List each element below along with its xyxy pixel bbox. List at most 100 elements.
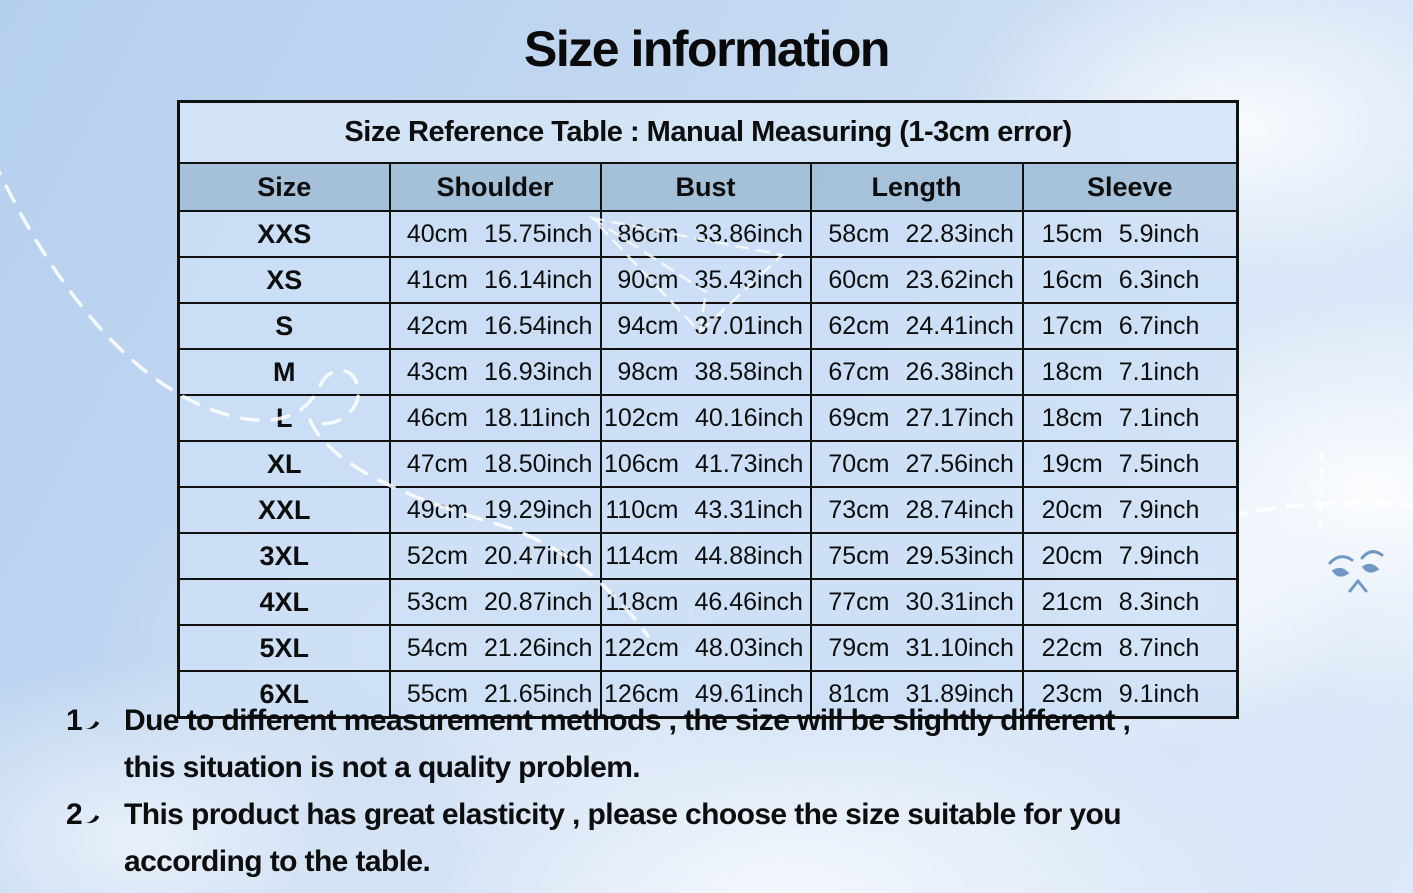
table-row: L 46cm 18.11inch 102cm 40.16inch 69cm 27.17inc… <box>177 394 1239 442</box>
size-label: XS <box>177 256 391 304</box>
inch-value: 6.3inch <box>1118 265 1200 294</box>
measurement-cell: 60cm 23.62inch <box>809 256 1024 304</box>
inch-value: 18.11inch <box>484 403 591 432</box>
measurement-cell: 46cm 18.11inch <box>388 394 602 442</box>
measurement-cell: 18cm 7.1inch <box>1021 394 1239 442</box>
column-header-size: Size <box>177 162 391 212</box>
measurement-cell: 16cm 6.3inch <box>1021 256 1239 304</box>
cm-value: 126cm <box>603 679 680 708</box>
measurement-cell: 81cm 31.89inch <box>809 670 1024 719</box>
flight-path-right-vertical <box>1318 450 1324 530</box>
table-row: XXS 40cm 15.75inch 86cm 33.86inch 58cm 22.83in… <box>177 210 1239 258</box>
inch-value: 7.1inch <box>1118 357 1200 386</box>
measurement-cell: 17cm 6.7inch <box>1021 302 1239 350</box>
inch-value: 40.16inch <box>695 403 804 432</box>
cm-value: 67cm <box>828 357 890 386</box>
inch-value: 30.31inch <box>905 587 1014 616</box>
column-header-bust: Bust <box>599 162 812 212</box>
cm-value: 58cm <box>828 219 890 248</box>
cm-value: 70cm <box>828 449 890 478</box>
cm-value: 118cm <box>605 587 679 616</box>
measurement-cell: 22cm 8.7inch <box>1021 624 1239 672</box>
inch-value: 7.9inch <box>1118 541 1200 570</box>
cm-value: 20cm <box>1041 541 1103 570</box>
column-header-length: Length <box>809 162 1024 212</box>
inch-value: 7.9inch <box>1118 495 1200 524</box>
measurement-cell: 110cm 43.31inch <box>599 486 812 534</box>
cm-value: 46cm <box>406 403 468 432</box>
measurement-cell: 53cm 20.87inch <box>388 578 602 626</box>
cm-value: 18cm <box>1041 403 1103 432</box>
cm-value: 19cm <box>1041 449 1103 478</box>
column-header-shoulder: Shoulder <box>388 162 602 212</box>
note-2: 2 This product has great elasticity , pl… <box>66 791 1396 885</box>
flight-path-right <box>1228 500 1413 518</box>
inch-value: 21.65inch <box>484 679 593 708</box>
size-label: 4XL <box>177 578 391 626</box>
cm-value: 60cm <box>828 265 890 294</box>
measurement-cell: 75cm 29.53inch <box>809 532 1024 580</box>
column-header-sleeve: Sleeve <box>1021 162 1239 212</box>
cm-value: 79cm <box>828 633 890 662</box>
cm-value: 114cm <box>605 541 679 570</box>
note-2-text: This product has great elasticity , plea… <box>124 798 1122 878</box>
measurement-cell: 86cm 33.86inch <box>599 210 812 258</box>
size-label: XXL <box>177 486 391 534</box>
inch-value: 15.75inch <box>484 219 593 248</box>
cm-value: 18cm <box>1041 357 1103 386</box>
measurement-cell: 54cm 21.26inch <box>388 624 602 672</box>
cm-value: 94cm <box>617 311 679 340</box>
table-row: XL 47cm 18.50inch 106cm 41.73inch 70cm 27.56in… <box>177 440 1239 488</box>
note-2-number: 2 <box>66 791 124 838</box>
cm-value: 102cm <box>603 403 680 432</box>
measurement-cell: 67cm 26.38inch <box>809 348 1024 396</box>
page-title: Size information <box>524 21 890 77</box>
cm-value: 54cm <box>406 633 468 662</box>
inch-value: 41.73inch <box>695 449 804 478</box>
cm-value: 81cm <box>828 679 890 708</box>
inch-value: 23.62inch <box>905 265 1014 294</box>
cm-value: 43cm <box>406 357 468 386</box>
table-row: 3XL 52cm 20.47inch 114cm 44.88inch 75cm 29.53i… <box>177 532 1239 580</box>
measurement-cell: 114cm 44.88inch <box>599 532 812 580</box>
cm-value: 98cm <box>617 357 679 386</box>
size-label: S <box>177 302 391 350</box>
measurement-cell: 20cm 7.9inch <box>1021 532 1239 580</box>
cm-value: 40cm <box>406 219 468 248</box>
size-label: 3XL <box>177 532 391 580</box>
inch-value: 20.87inch <box>484 587 593 616</box>
note-1: 1 Due to different measurement methods ,… <box>66 697 1396 791</box>
cm-value: 55cm <box>406 679 468 708</box>
inch-value: 7.1inch <box>1118 403 1200 432</box>
measurement-cell: 106cm 41.73inch <box>599 440 812 488</box>
inch-value: 35.43inch <box>694 265 803 294</box>
measurement-cell: 19cm 7.5inch <box>1021 440 1239 488</box>
inch-value: 44.88inch <box>694 541 803 570</box>
measurement-cell: 49cm 19.29inch <box>388 486 602 534</box>
measurement-cell: 77cm 30.31inch <box>809 578 1024 626</box>
cm-value: 41cm <box>406 265 468 294</box>
table-row: XXL 49cm 19.29inch 110cm 43.31inch 73cm 28.74i… <box>177 486 1239 534</box>
measurement-cell: 47cm 18.50inch <box>388 440 602 488</box>
measurement-cell: 102cm 40.16inch <box>599 394 812 442</box>
cm-value: 75cm <box>828 541 890 570</box>
inch-value: 38.58inch <box>694 357 803 386</box>
measurement-cell: 118cm 46.46inch <box>599 578 812 626</box>
table-row: M 43cm 16.93inch 98cm 38.58inch 67cm 26.38inch… <box>177 348 1239 396</box>
inch-value: 27.17inch <box>905 403 1014 432</box>
ideographic-comma <box>84 718 100 733</box>
measurement-cell: 62cm 24.41inch <box>809 302 1024 350</box>
table-header-row: Size Shoulder Bust Length Sleeve <box>177 162 1239 212</box>
measurement-cell: 43cm 16.93inch <box>388 348 602 396</box>
size-table-body: XXS 40cm 15.75inch 86cm 33.86inch 58cm 22.83in… <box>177 210 1239 719</box>
table-caption-row: Size Reference Table : Manual Measuring … <box>177 100 1239 164</box>
cm-value: 106cm <box>603 449 680 478</box>
inch-value: 31.89inch <box>905 679 1014 708</box>
cm-value: 73cm <box>828 495 890 524</box>
cm-value: 90cm <box>617 265 679 294</box>
measurement-cell: 122cm 48.03inch <box>599 624 812 672</box>
measurement-cell: 79cm 31.10inch <box>809 624 1024 672</box>
inch-value: 16.14inch <box>484 265 593 294</box>
inch-value: 22.83inch <box>905 219 1014 248</box>
inch-value: 48.03inch <box>695 633 804 662</box>
